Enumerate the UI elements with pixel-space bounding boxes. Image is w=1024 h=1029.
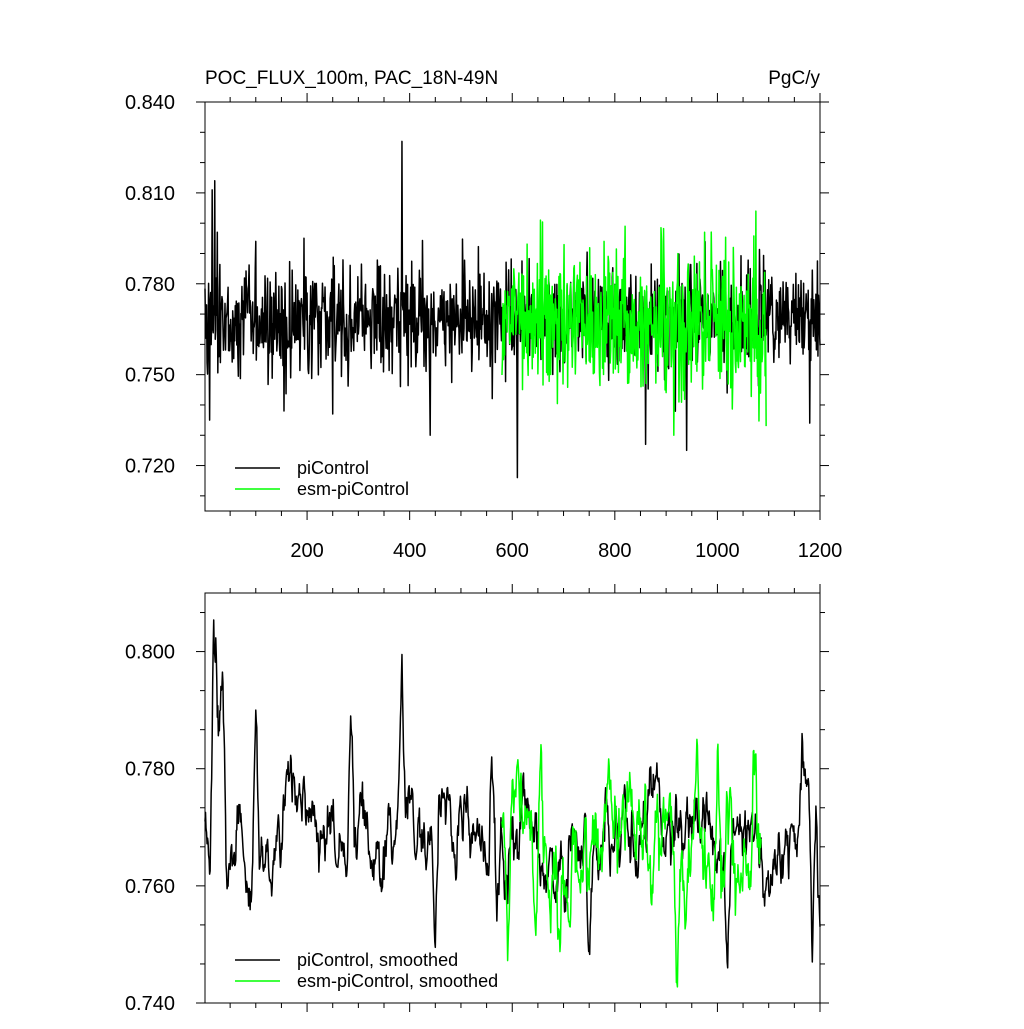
x-tick-label: 200 [290,540,323,562]
y-tick-label: 0.800 [125,642,175,664]
y-tick-label: 0.840 [125,92,175,114]
y-tick-label: 0.780 [125,759,175,781]
series-line-esm-picontrol-smoothed [501,738,762,988]
legend-label: esm-piControl [297,479,409,499]
x-tick-label: 1200 [798,540,843,562]
legend-label: piControl [297,458,369,478]
x-tick-label: 600 [496,540,529,562]
series-line-esm-picontrol [501,210,767,437]
x-tick-label: 1000 [695,540,740,562]
y-tick-label: 0.720 [125,456,175,478]
chart-panel-2: 0.740 0.760 0.780 0.800 piControl, smoothede… [125,584,829,1015]
y-tick-label: 0.760 [125,876,175,898]
chart-title: POC_FLUX_100m, PAC_18N-49N [205,68,498,89]
x-tick-label: 800 [598,540,631,562]
y-tick-label: 0.810 [125,183,175,205]
x-tick-label: 400 [393,540,426,562]
legend-label: esm-piControl, smoothed [297,971,498,991]
chart-panel-1: 200 400 600 800 1000 1200 0.720 0.750 0.780 0.810… [125,68,842,562]
chart-units: PgC/y [768,68,820,89]
y-tick-label: 0.780 [125,274,175,296]
y-tick-label: 0.750 [125,365,175,387]
y-tick-label: 0.740 [125,993,175,1015]
series-line-picontrol-smoothed [204,619,821,969]
legend-label: piControl, smoothed [297,950,458,970]
